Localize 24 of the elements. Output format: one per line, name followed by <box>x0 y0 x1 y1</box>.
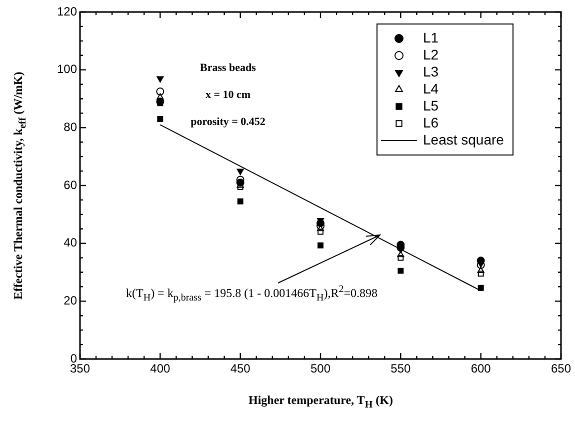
annotation: x = 10 cm <box>205 89 251 101</box>
x-tick-label: 450 <box>230 362 251 376</box>
x-axis-title: Higher temperature, T$_{H}$ (K) <box>248 393 393 410</box>
legend-label: Least square <box>423 131 504 148</box>
legend-label: L5 <box>423 97 439 114</box>
x-tick-label: 400 <box>150 362 170 376</box>
text: k(T$_{H}$) = k$_{p,brass}$ = 195.8 (1 - 0.001466T$_{H}$),R$^{2}$=0.898 <box>126 284 378 303</box>
legend-label: L4 <box>423 80 439 96</box>
x-tick-label: 500 <box>310 362 331 376</box>
annotation: Brass beads <box>200 62 256 74</box>
y-tick-label: 40 <box>64 236 78 250</box>
annotation: porosity = 0.452 <box>190 116 266 128</box>
y-tick-label: 100 <box>56 62 78 76</box>
legend-label: L6 <box>423 114 439 130</box>
x-tick-label: 650 <box>550 362 572 376</box>
x-tick-label: 600 <box>470 362 492 376</box>
y-tick-label: 20 <box>64 293 78 308</box>
y-tick-label: 120 <box>56 4 78 18</box>
y-tick-label: 60 <box>64 178 78 192</box>
legend-label: L2 <box>423 46 439 62</box>
legend-label: L1 <box>423 29 439 46</box>
y-tick-label: 80 <box>64 120 78 134</box>
x-tick-label: 550 <box>390 362 411 376</box>
legend-label: L3 <box>423 63 439 80</box>
